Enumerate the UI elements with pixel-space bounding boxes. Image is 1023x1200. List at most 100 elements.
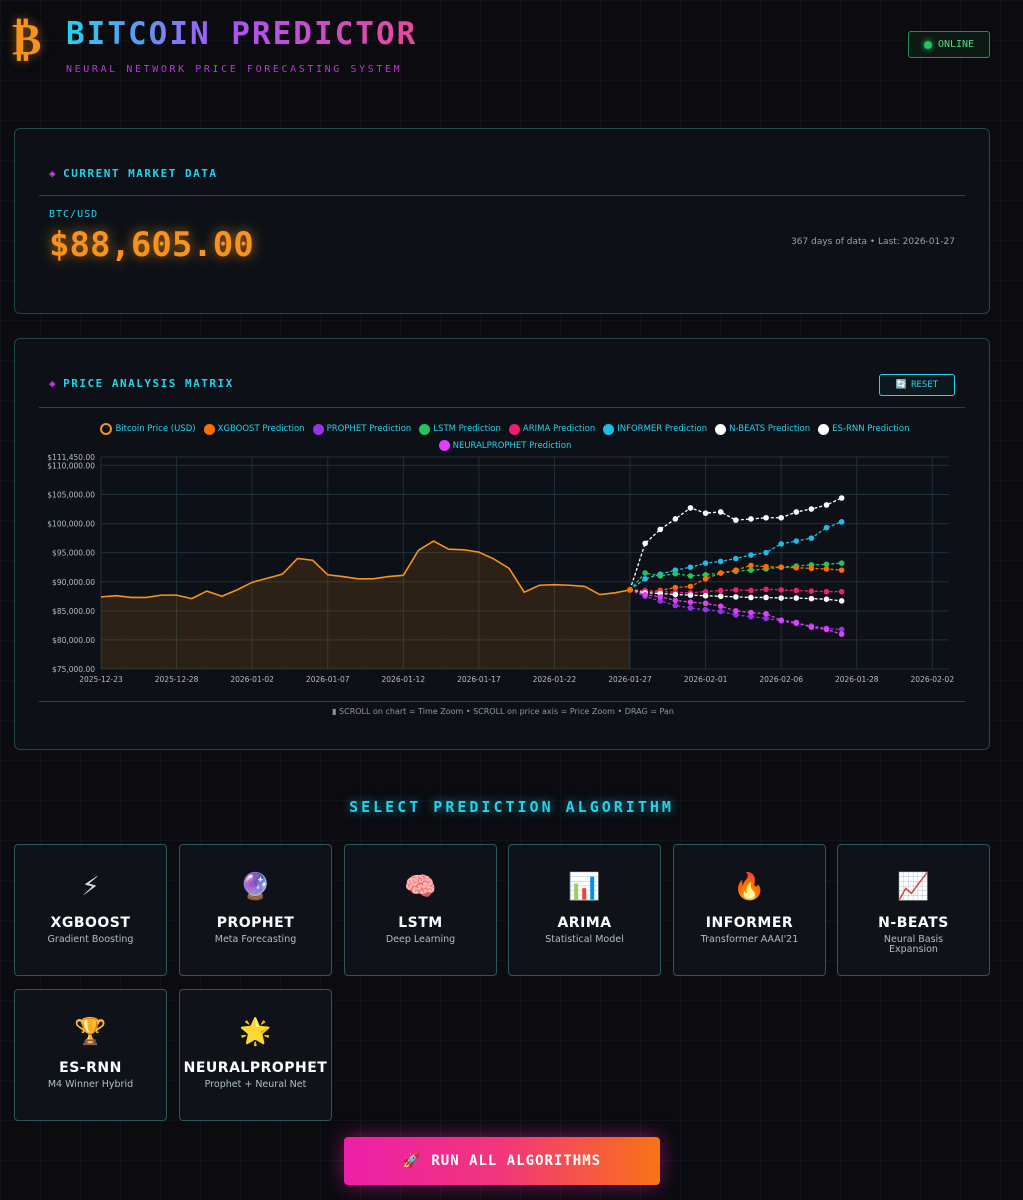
xgboost-prediction-point[interactable] (763, 563, 769, 570)
prophet-prediction-point[interactable] (763, 615, 769, 622)
es-rnn-prediction-point[interactable] (672, 591, 679, 598)
n-beats-prediction-point[interactable] (702, 510, 709, 516)
legend-item[interactable]: INFORMER Prediction (603, 423, 707, 435)
legend-item[interactable]: ARIMA Prediction (508, 423, 595, 435)
informer-prediction-point[interactable] (717, 558, 724, 565)
xgboost-prediction-point[interactable] (808, 565, 815, 572)
n-beats-prediction-point[interactable] (642, 540, 648, 547)
arima-prediction-point[interactable] (778, 587, 784, 593)
es-rnn-prediction-point[interactable] (808, 595, 815, 602)
neuralprophet-prediction-point[interactable] (702, 600, 709, 607)
n-beats-prediction-point[interactable] (687, 505, 694, 511)
informer-prediction-point[interactable] (642, 576, 648, 582)
legend-item[interactable]: N-BEATS Prediction (715, 423, 810, 435)
legend-item[interactable]: PROPHET Prediction (312, 423, 411, 435)
informer-prediction-point[interactable] (748, 552, 754, 558)
neuralprophet-prediction-point[interactable] (793, 619, 800, 626)
algorithm-card-n-beats[interactable]: 📈 N-BEATS Neural Basis Expansion (837, 844, 990, 976)
legend-item[interactable]: NEURALPROPHET Prediction (438, 440, 571, 451)
neuralprophet-prediction-point[interactable] (733, 608, 739, 614)
legend-item[interactable]: ES-RNN Prediction (818, 423, 910, 435)
informer-prediction-point[interactable] (778, 541, 784, 547)
informer-prediction-point[interactable] (823, 524, 830, 531)
es-rnn-prediction-point[interactable] (763, 594, 769, 601)
arima-prediction-point[interactable] (733, 587, 739, 593)
legend-item[interactable]: XGBOOST Prediction (203, 423, 305, 435)
legend-item[interactable]: LSTM Prediction (419, 423, 501, 435)
xgboost-prediction-point[interactable] (733, 567, 739, 573)
es-rnn-prediction-point[interactable] (687, 592, 694, 598)
n-beats-prediction-point[interactable] (838, 495, 845, 501)
informer-prediction-point[interactable] (838, 519, 845, 525)
prophet-prediction-point[interactable] (717, 608, 724, 615)
arima-prediction-point[interactable] (793, 587, 800, 594)
neuralprophet-prediction-point[interactable] (642, 591, 648, 598)
es-rnn-prediction-point[interactable] (823, 596, 830, 603)
n-beats-prediction-point[interactable] (657, 526, 664, 533)
xgboost-prediction-point[interactable] (748, 562, 754, 569)
neuralprophet-prediction-point[interactable] (657, 594, 664, 600)
lstm-prediction-point[interactable] (657, 573, 664, 579)
price-chart[interactable]: $111,450.00$110,000.00 $105,000.00 $100,00… (15, 339, 991, 701)
xgboost-prediction-point[interactable] (793, 564, 800, 571)
neuralprophet-prediction-point[interactable] (823, 626, 830, 633)
n-beats-prediction-point[interactable] (793, 509, 800, 515)
algorithm-card-lstm[interactable]: 🧠 LSTM Deep Learning (344, 844, 497, 976)
n-beats-prediction-point[interactable] (748, 516, 754, 522)
neuralprophet-prediction-point[interactable] (672, 597, 679, 604)
n-beats-prediction-point[interactable] (778, 514, 784, 521)
n-beats-prediction-point[interactable] (823, 502, 830, 508)
lstm-prediction-point[interactable] (672, 570, 679, 577)
es-rnn-prediction-point[interactable] (733, 594, 739, 600)
prophet-prediction-point[interactable] (838, 626, 845, 633)
n-beats-prediction-point[interactable] (717, 509, 724, 515)
run-all-algorithms-button[interactable]: 🚀 RUN ALL ALGORITHMS (344, 1137, 660, 1185)
es-rnn-prediction-point[interactable] (778, 595, 784, 601)
arima-prediction-point[interactable] (823, 588, 830, 595)
arima-prediction-point[interactable] (748, 587, 754, 594)
xgboost-prediction-point[interactable] (702, 576, 709, 582)
arima-prediction-point[interactable] (808, 588, 815, 594)
n-beats-prediction-point[interactable] (733, 517, 739, 523)
lstm-prediction-point[interactable] (687, 573, 694, 579)
informer-prediction-point[interactable] (687, 564, 694, 571)
neuralprophet-prediction-point[interactable] (763, 610, 769, 617)
n-beats-prediction-point[interactable] (808, 506, 815, 512)
legend-item[interactable]: Bitcoin Price (USD) (100, 423, 196, 435)
algorithm-card-es-rnn[interactable]: 🏆 ES-RNN M4 Winner Hybrid (14, 989, 167, 1121)
informer-prediction-point[interactable] (702, 560, 709, 566)
n-beats-prediction-point[interactable] (672, 516, 679, 522)
prophet-prediction-point[interactable] (657, 598, 664, 604)
arima-prediction-point[interactable] (763, 586, 769, 593)
lstm-prediction-point[interactable] (642, 570, 648, 576)
arima-prediction-point[interactable] (702, 588, 709, 595)
informer-prediction-point[interactable] (733, 555, 739, 562)
lstm-prediction-point[interactable] (838, 560, 845, 566)
es-rnn-prediction-point[interactable] (717, 593, 724, 600)
xgboost-prediction-point[interactable] (838, 567, 845, 573)
es-rnn-prediction-point[interactable] (748, 594, 754, 601)
last-price-point[interactable] (627, 586, 634, 593)
es-rnn-prediction-point[interactable] (793, 595, 800, 601)
informer-prediction-point[interactable] (808, 535, 815, 541)
prophet-prediction-point[interactable] (748, 613, 754, 620)
neuralprophet-prediction-point[interactable] (717, 603, 724, 609)
algorithm-card-prophet[interactable]: 🔮 PROPHET Meta Forecasting (179, 844, 332, 976)
neuralprophet-prediction-point[interactable] (838, 631, 845, 637)
algorithm-card-informer[interactable]: 🔥 INFORMER Transformer AAAI'21 (673, 844, 826, 976)
xgboost-prediction-point[interactable] (823, 566, 830, 572)
reset-zoom-button[interactable]: 🔄 RESET (879, 374, 955, 396)
lstm-prediction-point[interactable] (748, 567, 754, 573)
xgboost-prediction-point[interactable] (687, 583, 694, 590)
prophet-prediction-point[interactable] (702, 606, 709, 613)
neuralprophet-prediction-point[interactable] (687, 599, 694, 605)
lstm-prediction-point[interactable] (823, 561, 830, 568)
es-rnn-prediction-point[interactable] (838, 598, 845, 604)
xgboost-prediction-point[interactable] (778, 564, 784, 571)
prophet-prediction-point[interactable] (672, 602, 679, 609)
informer-prediction-point[interactable] (793, 538, 800, 544)
xgboost-prediction-point[interactable] (717, 570, 724, 576)
es-rnn-prediction-point[interactable] (702, 592, 709, 599)
arima-prediction-point[interactable] (838, 588, 845, 595)
xgboost-prediction-point[interactable] (672, 584, 679, 591)
